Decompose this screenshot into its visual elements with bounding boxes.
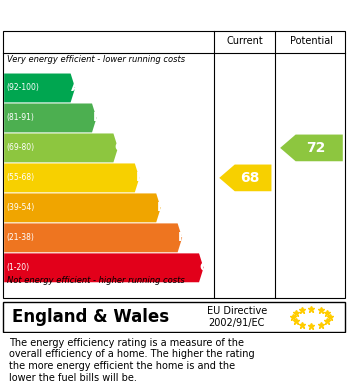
- Text: Energy Efficiency Rating: Energy Efficiency Rating: [69, 7, 279, 22]
- Polygon shape: [4, 223, 182, 252]
- Text: B: B: [93, 111, 102, 124]
- Polygon shape: [4, 163, 139, 192]
- Text: 68: 68: [240, 171, 260, 185]
- Text: G: G: [200, 261, 210, 274]
- Polygon shape: [219, 165, 271, 191]
- Text: Not energy efficient - higher running costs: Not energy efficient - higher running co…: [7, 276, 185, 285]
- Text: E: E: [157, 201, 165, 214]
- Text: The energy efficiency rating is a measure of the
overall efficiency of a home. T: The energy efficiency rating is a measur…: [9, 338, 254, 382]
- Text: D: D: [135, 171, 146, 185]
- Text: (55-68): (55-68): [6, 173, 34, 182]
- Text: Very energy efficient - lower running costs: Very energy efficient - lower running co…: [7, 55, 185, 64]
- Text: Potential: Potential: [290, 36, 333, 46]
- Text: (69-80): (69-80): [6, 143, 34, 152]
- Polygon shape: [4, 194, 161, 222]
- Polygon shape: [4, 74, 75, 102]
- Polygon shape: [4, 253, 204, 282]
- Text: EU Directive
2002/91/EC: EU Directive 2002/91/EC: [206, 306, 267, 328]
- Text: Current: Current: [226, 36, 263, 46]
- Text: 72: 72: [307, 141, 326, 155]
- Text: A: A: [71, 81, 81, 95]
- Text: (39-54): (39-54): [6, 203, 34, 212]
- Polygon shape: [4, 133, 118, 162]
- Polygon shape: [4, 104, 96, 133]
- Text: (1-20): (1-20): [6, 263, 29, 272]
- Text: (21-38): (21-38): [6, 233, 34, 242]
- Polygon shape: [280, 135, 343, 161]
- Text: F: F: [178, 231, 187, 244]
- Text: (81-91): (81-91): [6, 113, 34, 122]
- Text: England & Wales: England & Wales: [12, 308, 169, 326]
- Text: C: C: [114, 142, 123, 154]
- Text: (92-100): (92-100): [6, 83, 39, 92]
